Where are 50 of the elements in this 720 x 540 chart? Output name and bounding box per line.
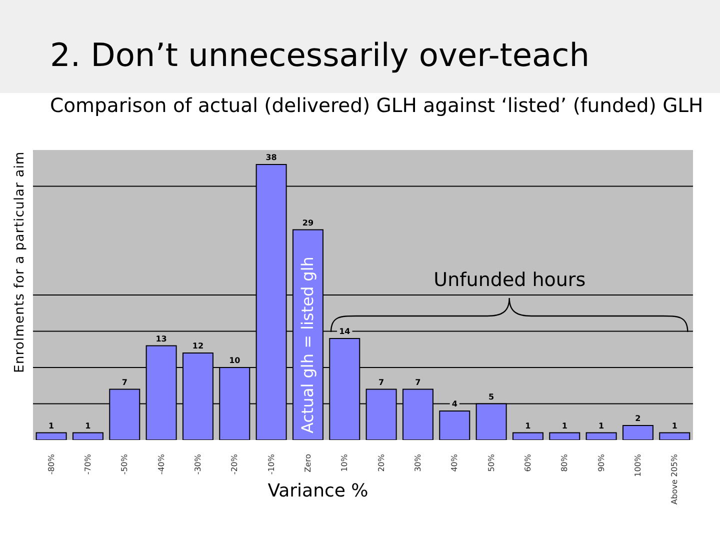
data-label: 7 xyxy=(415,378,421,387)
x-tick-label: -20% xyxy=(230,454,240,475)
x-tick-label: 50% xyxy=(486,454,496,472)
data-label: 7 xyxy=(122,378,128,387)
bar xyxy=(549,432,580,440)
x-tick-label: 30% xyxy=(414,454,422,472)
x-tick-label: -80% xyxy=(46,454,56,475)
chart-subtitle: Comparison of actual (delivered) GLH against ‘listed’ (funded) GLH xyxy=(50,94,704,117)
bar xyxy=(512,432,544,440)
data-label: 10 xyxy=(229,356,241,365)
bar xyxy=(622,425,654,440)
chart-title: 2. Don’t unnecessarily over-teach xyxy=(50,36,590,74)
x-tick-label: -10% xyxy=(266,454,276,475)
x-tick-label: -50% xyxy=(120,454,130,475)
bar xyxy=(439,410,470,440)
data-label: 2 xyxy=(635,414,641,423)
data-label: 14 xyxy=(339,327,351,336)
x-tick-label: Above 205% xyxy=(670,454,680,505)
data-label: 4 xyxy=(452,400,458,408)
data-label: 29 xyxy=(302,218,314,228)
annotation: Unfunded hours xyxy=(434,269,586,291)
data-label: 1 xyxy=(85,421,92,430)
y-axis-title: Enrolments for a particular aim xyxy=(12,151,28,373)
x-tick-label: -40% xyxy=(156,454,166,475)
x-axis-title: Variance % xyxy=(268,480,368,502)
data-label: 13 xyxy=(156,334,167,344)
annotation: Actual glh = listed glh xyxy=(298,256,317,434)
x-tick-label: 10% xyxy=(340,454,350,472)
data-label: 7 xyxy=(378,378,384,387)
data-label: 1 xyxy=(598,421,605,430)
data-label: 1 xyxy=(48,421,55,430)
bar xyxy=(72,432,104,440)
data-label: 5 xyxy=(488,392,495,402)
x-tick-label: 90% xyxy=(596,454,606,472)
bar xyxy=(586,432,617,440)
data-label: 1 xyxy=(562,421,568,430)
bar xyxy=(659,432,690,440)
x-tick-label: Zero xyxy=(304,454,312,472)
x-tick-label: 100% xyxy=(634,454,642,477)
data-label: 1 xyxy=(525,421,532,430)
data-label: 12 xyxy=(192,342,204,350)
x-tick-label: 80% xyxy=(560,454,570,472)
x-tick-label: 40% xyxy=(450,454,460,472)
x-tick-label: 60% xyxy=(524,454,532,472)
data-label: 1 xyxy=(672,421,678,430)
x-tick-label: -70% xyxy=(84,454,92,475)
x-tick-label: -30% xyxy=(194,454,202,475)
bar xyxy=(36,432,67,440)
x-tick-label: 20% xyxy=(376,454,386,472)
data-label: 38 xyxy=(266,153,278,162)
